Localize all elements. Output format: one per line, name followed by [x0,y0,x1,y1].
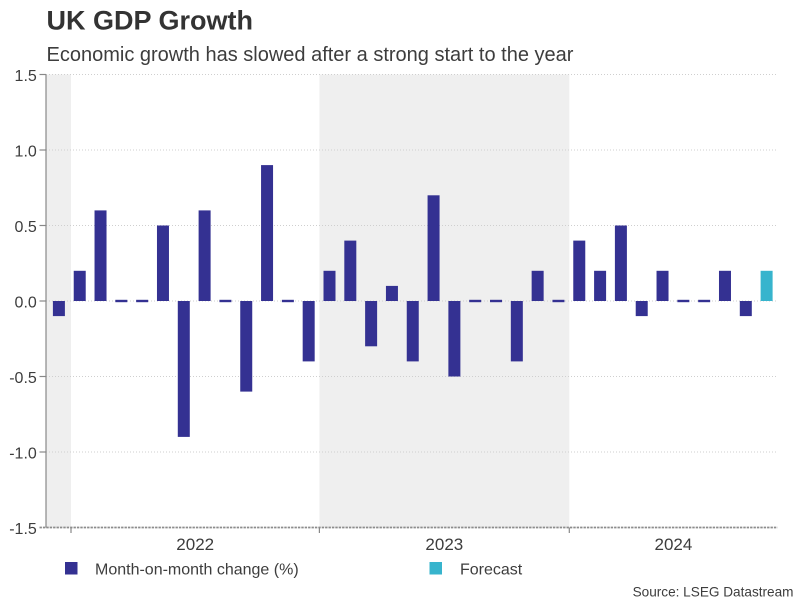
svg-text:Month-on-month change (%): Month-on-month change (%) [95,562,299,579]
svg-text:2022: 2022 [176,535,214,554]
svg-text:UK GDP Growth: UK GDP Growth [47,6,254,36]
svg-text:Source: LSEG Datastream: Source: LSEG Datastream [633,585,794,600]
svg-text:-1.0: -1.0 [9,445,37,462]
svg-text:1.5: 1.5 [15,68,37,85]
svg-text:2024: 2024 [654,535,692,554]
svg-text:1.0: 1.0 [15,143,37,160]
svg-text:0.5: 0.5 [15,219,37,236]
svg-text:-1.5: -1.5 [9,521,37,538]
svg-text:Economic growth has slowed aft: Economic growth has slowed after a stron… [47,44,574,66]
svg-text:2023: 2023 [425,535,463,554]
svg-text:-0.5: -0.5 [9,370,37,387]
svg-text:Forecast: Forecast [460,562,523,579]
svg-text:0.0: 0.0 [15,294,37,311]
